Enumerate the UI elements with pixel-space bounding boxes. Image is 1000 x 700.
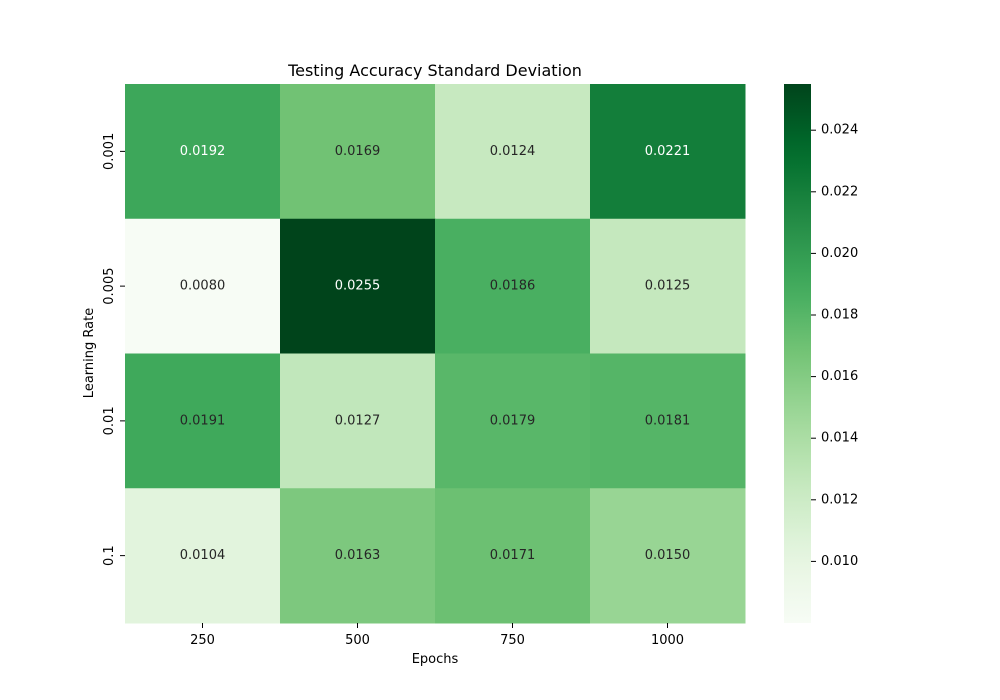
- y-tick-label: 0.1: [102, 545, 117, 566]
- heatmap-cell: [125, 218, 281, 354]
- cell-value-label: 0.0255: [335, 279, 381, 294]
- heatmap-cell: [435, 84, 591, 220]
- y-axis-label: Learning Rate: [82, 308, 97, 398]
- cell-value-label: 0.0125: [645, 279, 691, 294]
- heatmap-cell: [280, 84, 436, 220]
- y-tick-label: 0.01: [102, 406, 117, 435]
- x-tick-label: 500: [345, 633, 370, 648]
- heatmap-cell: [435, 353, 591, 489]
- cell-value-label: 0.0186: [490, 279, 536, 294]
- heatmap-cell: [125, 84, 281, 220]
- x-tick-label: 250: [190, 633, 215, 648]
- heatmap-cell: [435, 218, 591, 354]
- heatmap-cell: [590, 353, 746, 489]
- cell-value-label: 0.0181: [645, 413, 691, 428]
- x-tick-label: 1000: [651, 633, 684, 648]
- colorbar-ticks: 0.010 0.012 0.014 0.016 0.018 0.020 0.022 0.024: [811, 123, 858, 569]
- heatmap-cell: [280, 218, 436, 354]
- cell-value-label: 0.0191: [180, 413, 226, 428]
- colorbar-tick-label: 0.014: [821, 431, 858, 446]
- x-tick-label: 750: [500, 633, 525, 648]
- cell-value-label: 0.0124: [490, 144, 536, 159]
- cell-value-label: 0.0127: [335, 413, 381, 428]
- colorbar: 0.010 0.012 0.014 0.016 0.018 0.020 0.022 0.024: [784, 84, 858, 623]
- colorbar-tick-label: 0.012: [821, 492, 858, 507]
- x-axis: 250 500 750 1000: [190, 623, 684, 648]
- heatmap-cell: [590, 488, 746, 624]
- heatmap-cell: [435, 488, 591, 624]
- heatmap-cell: [590, 218, 746, 354]
- cell-value-label: 0.0150: [645, 548, 691, 563]
- heatmap-cell: [125, 488, 281, 624]
- cell-value-label: 0.0080: [180, 279, 226, 294]
- y-tick-label: 0.005: [102, 268, 117, 305]
- colorbar-tick-label: 0.020: [821, 246, 858, 261]
- cell-value-label: 0.0104: [180, 548, 226, 563]
- heatmap-cell: [280, 488, 436, 624]
- cell-value-label: 0.0169: [335, 144, 381, 159]
- cell-value-label: 0.0171: [490, 548, 536, 563]
- x-axis-label: Epochs: [412, 652, 459, 667]
- y-axis: 0.001 0.005 0.01 0.1: [102, 133, 125, 566]
- y-tick-label: 0.001: [102, 133, 117, 170]
- heatmap-cell: [280, 353, 436, 489]
- cell-value-label: 0.0179: [490, 413, 536, 428]
- colorbar-tick-label: 0.018: [821, 308, 858, 323]
- colorbar-tick-label: 0.022: [821, 184, 858, 199]
- colorbar-tick-label: 0.016: [821, 369, 858, 384]
- colorbar-gradient: [784, 84, 811, 623]
- heatmap-cells: 0.0192 0.0169 0.0124 0.0221 0.0080 0.0255 0.01…: [125, 84, 746, 624]
- colorbar-tick-label: 0.024: [821, 123, 858, 138]
- cell-value-label: 0.0221: [645, 144, 691, 159]
- heatmap-cell: [590, 84, 746, 220]
- colorbar-tick-label: 0.010: [821, 554, 858, 569]
- cell-value-label: 0.0163: [335, 548, 381, 563]
- heatmap-cell: [125, 353, 281, 489]
- cell-value-label: 0.0192: [180, 144, 226, 159]
- chart-title: Testing Accuracy Standard Deviation: [287, 61, 582, 80]
